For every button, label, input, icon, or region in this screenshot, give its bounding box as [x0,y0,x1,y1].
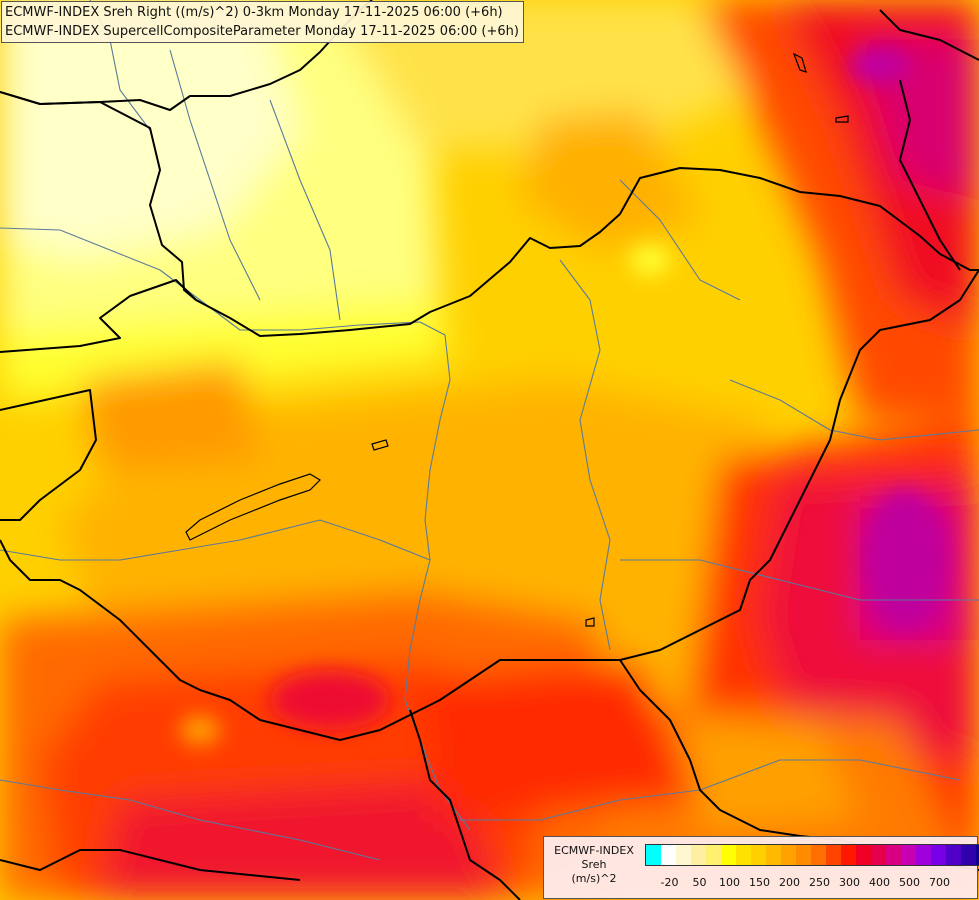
legend-tick-label: 400 [869,876,890,889]
legend-swatch [781,845,796,865]
sava-river [0,779,381,861]
border-ukraine-east [899,79,961,271]
legend-swatch [751,845,766,865]
legend-swatch [766,845,781,865]
river-north-central [269,99,341,321]
legend-swatch [721,845,736,865]
legend-tick-label: 700 [929,876,950,889]
lake-north-east-2 [835,115,849,123]
legend-swatch [961,845,976,865]
border-austria-west [0,279,197,353]
legend-swatch [976,845,979,865]
lakes [185,52,849,627]
legend-tick-label: 500 [899,876,920,889]
legend-tick-labels: -20 50 100 150 200 250 300 400 500 700 [645,876,975,890]
legend-swatch [886,845,901,865]
legend-swatch [871,845,886,865]
legend-tick-label: -20 [660,876,679,889]
legend-swatch [856,845,871,865]
map-title-box: ECMWF-INDEX Sreh Right ((m/s)^2) 0-3km M… [1,1,524,43]
map-title-line-1: ECMWF-INDEX Sreh Right ((m/s)^2) 0-3km M… [5,5,503,20]
legend-swatch [901,845,916,865]
border-slovenia [0,389,97,521]
legend-swatch [931,845,946,865]
river-east [620,559,979,601]
legend-tick-label: 150 [749,876,770,889]
tisza-river [559,259,611,651]
river-mures [729,379,979,441]
border-ukraine-north [879,9,979,61]
legend-swatch [706,845,721,865]
lake-north-east [792,52,807,73]
lake-small-center [371,439,389,451]
legend-source-name: ECMWF-INDEX [554,844,634,857]
lake-balaton [185,473,321,541]
legend-variable-name: Sreh [581,858,607,871]
legend-tick-label: 50 [692,876,707,889]
map-title-line-2: ECMWF-INDEX SupercellCompositeParameter … [5,24,519,39]
border-slovakia-hungary [0,91,979,337]
border-serbia-croatia [409,709,521,900]
legend-swatch [946,845,961,865]
legend-swatch [676,845,691,865]
legend-label: ECMWF-INDEX Sreh (m/s)^2 [544,844,644,886]
legend-swatch [916,845,931,865]
border-hungary-south [0,269,979,741]
legend-color-bar [645,844,979,866]
legend-swatch [646,845,661,865]
lake-south [585,617,595,627]
legend-swatch [826,845,841,865]
drava-river [0,519,431,561]
river-north-west [169,49,261,301]
legend-swatch [811,845,826,865]
legend-tick-label: 200 [779,876,800,889]
legend-tick-label: 250 [809,876,830,889]
color-legend: ECMWF-INDEX Sreh (m/s)^2 -20 50 100 150 200 2… [543,836,979,899]
legend-swatch [736,845,751,865]
legend-swatch [661,845,676,865]
legend-swatch [841,845,856,865]
legend-tick-label: 100 [719,876,740,889]
legend-tick-label: 300 [839,876,860,889]
border-bosnia [0,849,301,881]
river-north-east [619,179,741,301]
legend-swatch [691,845,706,865]
legend-swatch [796,845,811,865]
legend-unit: (m/s)^2 [571,872,617,885]
